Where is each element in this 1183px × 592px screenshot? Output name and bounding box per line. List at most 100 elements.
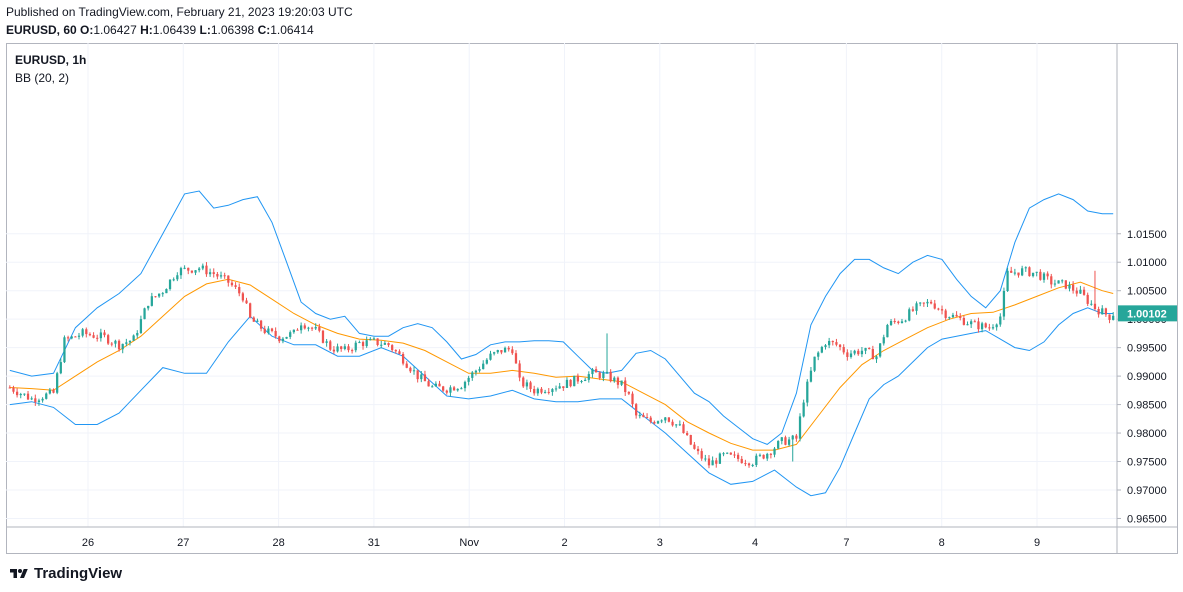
candle-body: [230, 282, 234, 286]
chart-legend: EURUSD, 1h BB (20, 2): [15, 53, 86, 85]
candle-body: [817, 352, 820, 357]
x-tick-label: Nov: [459, 537, 479, 549]
chart-container[interactable]: 1.015001.010001.005001.000000.995000.990…: [6, 43, 1178, 554]
candle-body: [1104, 308, 1108, 315]
candle-body: [696, 448, 700, 452]
candle-body: [372, 338, 376, 340]
low-label: L:: [199, 23, 211, 37]
candle-body: [1028, 267, 1031, 277]
candle-body: [66, 337, 70, 339]
candle-body: [543, 391, 547, 393]
published-label: Published on TradingView.com, February 2…: [6, 5, 353, 19]
candle-body: [802, 402, 805, 417]
candle-body: [522, 377, 525, 387]
candle-body: [722, 453, 725, 455]
candle-body: [445, 390, 448, 393]
candle-body: [693, 444, 696, 449]
candle-body: [365, 340, 368, 347]
candle-body: [434, 383, 437, 387]
x-tick-label: 9: [1034, 537, 1040, 549]
candle-body: [165, 289, 168, 294]
candle-body: [1002, 291, 1006, 317]
candle-body: [442, 386, 445, 391]
candle-body: [908, 309, 911, 321]
candle-body: [736, 454, 740, 459]
open-label: O:: [80, 23, 94, 37]
candle-body: [107, 335, 110, 344]
candle-body: [747, 463, 751, 466]
candle-body: [1017, 272, 1020, 276]
candle-body: [325, 341, 328, 343]
candle-body: [547, 391, 550, 393]
candle-body: [307, 327, 310, 329]
candle-body: [471, 372, 474, 378]
candle-body: [350, 350, 354, 352]
candle-body: [30, 398, 33, 400]
candle-body: [842, 347, 845, 353]
candle-body: [1021, 268, 1024, 276]
symbol-interval: EURUSD, 60: [6, 23, 77, 37]
x-tick-label: 27: [177, 537, 189, 549]
y-tick-label: 0.97500: [1127, 457, 1167, 469]
candle-body: [864, 347, 867, 351]
chart-frame: [6, 43, 1178, 554]
candle-body: [758, 454, 762, 456]
candle-body: [300, 325, 303, 331]
price-chart[interactable]: 1.015001.010001.005001.000000.995000.990…: [6, 43, 1178, 554]
candle-body: [893, 321, 896, 323]
candle-body: [1010, 270, 1013, 273]
candle-body: [1042, 273, 1046, 280]
candle-body: [449, 387, 452, 393]
candle-body: [416, 370, 419, 380]
candle-body: [336, 346, 339, 352]
candle-body: [970, 321, 973, 325]
candle-body: [787, 439, 791, 445]
candle-body: [766, 453, 769, 459]
candle-body: [1039, 271, 1042, 280]
candle-body: [405, 363, 408, 368]
legend-symbol: EURUSD, 1h: [15, 53, 86, 67]
x-tick-label: 28: [272, 537, 284, 549]
candle-body: [354, 342, 357, 351]
candle-body: [656, 421, 660, 424]
candle-body: [558, 386, 561, 389]
close-label: C:: [257, 23, 271, 37]
candle-body: [959, 316, 962, 318]
candle-body: [853, 350, 856, 354]
candle-body: [860, 350, 864, 355]
candle-body: [285, 336, 288, 339]
x-tick-label: 3: [657, 537, 663, 549]
high-value: 1.06439: [152, 23, 197, 37]
candle-body: [460, 388, 463, 390]
x-tick-label: 8: [939, 537, 945, 549]
candle-body: [667, 417, 671, 422]
y-tick-label: 0.96500: [1127, 513, 1167, 525]
candle-body: [147, 305, 150, 309]
candle-body: [194, 270, 197, 273]
candle-body: [190, 270, 194, 273]
candle-body: [1090, 303, 1093, 305]
candle-body: [1061, 280, 1064, 282]
candle-body: [587, 374, 590, 380]
candle-body: [150, 296, 153, 306]
candle-body: [806, 381, 809, 403]
candle-body: [125, 342, 128, 344]
candle-body: [846, 352, 849, 357]
candle-body: [565, 379, 569, 388]
candle-body: [900, 321, 904, 324]
candle-body: [995, 324, 998, 328]
candle-body: [569, 379, 572, 387]
open-value: 1.06427: [93, 23, 137, 37]
tradingview-logo-icon: [10, 568, 28, 578]
candle-body: [809, 370, 813, 382]
candle-body: [238, 286, 241, 294]
candle-body: [602, 373, 605, 379]
candle-body: [401, 353, 405, 364]
candle-body: [48, 389, 52, 394]
candle-body: [59, 362, 62, 374]
candle-body: [980, 323, 984, 330]
candle-body: [926, 301, 929, 304]
candle-body: [332, 349, 336, 352]
candle-body: [12, 387, 15, 392]
candle-body: [700, 451, 703, 459]
